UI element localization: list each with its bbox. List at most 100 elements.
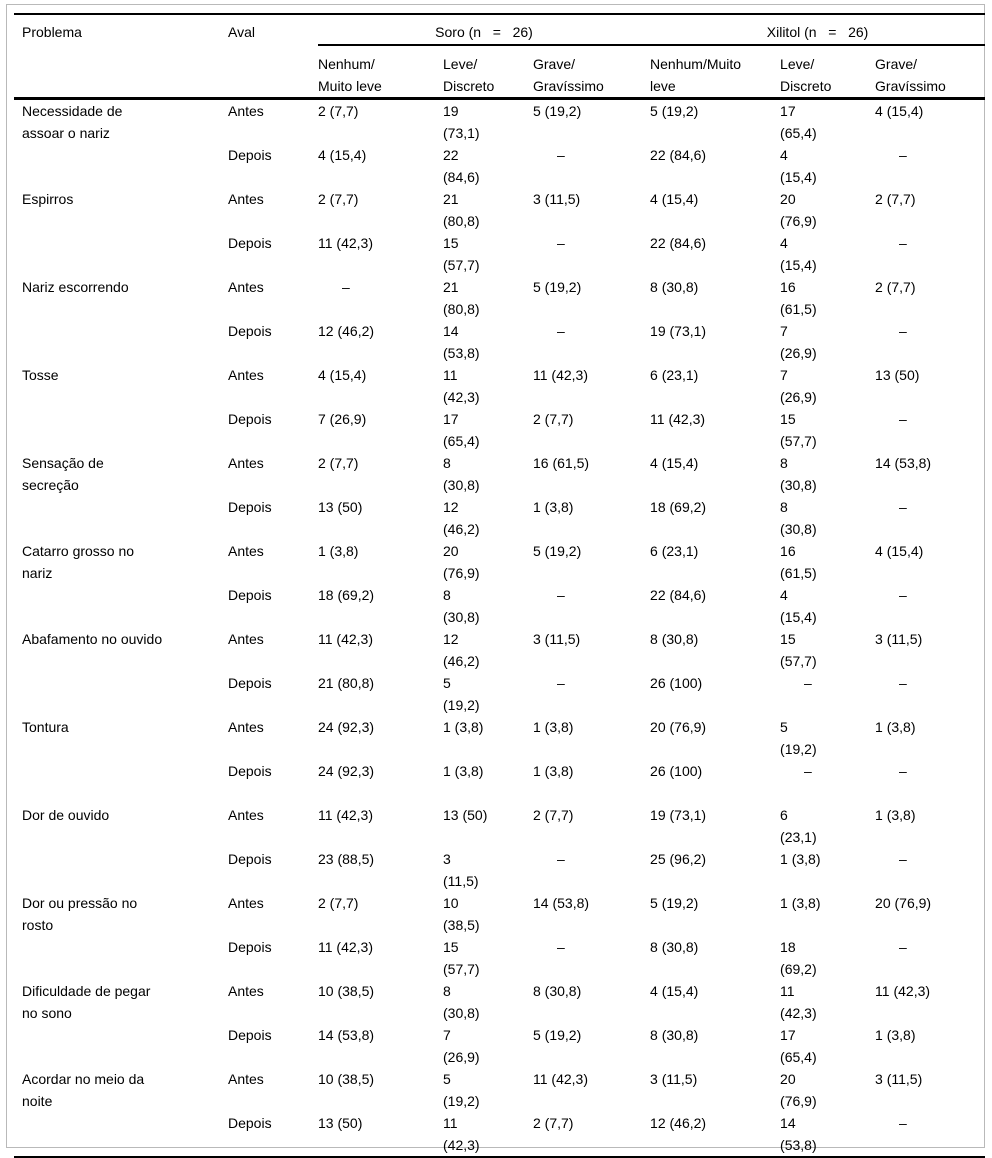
value-cell: – [899,411,907,427]
col-header-aval: Aval [228,24,255,40]
value-cell: 3 (11,5) [443,851,479,889]
problem-label: Sensação de secreção [22,455,104,493]
aval-label: Depois [228,323,272,339]
value-cell: 18 (69,2) [780,939,817,977]
value-cell: 2 (7,7) [318,191,359,207]
problem-label: Dificuldade de pegar no sono [22,983,151,1021]
value-cell: – [557,323,565,339]
table-row-depois: Depois 14 (53,8) 7 (26,9) 5 (19,2) 8 (30,8) 1… [14,1024,985,1068]
table-header: Problema Aval Soro (n = 26) Xilitol (n =… [14,14,986,99]
value-cell: 15 (57,7) [780,411,817,449]
value-cell: 11 (42,3) [318,939,373,955]
table-row-depois: Depois 24 (92,3) 1 (3,8) 1 (3,8) 26 (100) – – [14,760,985,804]
value-cell: 15 (57,7) [443,235,480,273]
value-cell: 8 (30,8) [533,983,582,999]
problem-label: Tontura [22,719,69,735]
value-cell: 26 (100) [650,763,703,779]
value-cell: 16 (61,5) [780,543,817,581]
subheader-col1: Nenhum/ Muito leve [318,56,382,94]
aval-label: Depois [228,1115,272,1131]
value-cell: 6 (23,1) [650,543,699,559]
value-cell: 11 (42,3) [318,235,373,251]
aval-label: Antes [228,1071,264,1087]
value-cell: 7 (26,9) [443,1027,480,1065]
value-cell: 2 (7,7) [533,1115,574,1131]
value-cell: – [899,763,907,779]
value-cell: 18 (69,2) [318,587,375,603]
value-cell: 22 (84,6) [650,147,707,163]
table-row-antes: Dor de ouvido Antes 11 (42,3) 13 (50) 2 (7,7… [14,804,985,848]
value-cell: 2 (7,7) [318,895,359,911]
value-cell: 5 (19,2) [443,675,480,713]
aval-label: Antes [228,191,264,207]
value-cell: 7 (26,9) [780,367,817,405]
aval-label: Depois [228,1027,272,1043]
value-cell: – [899,235,907,251]
value-cell: 20 (76,9) [780,1071,817,1109]
value-cell: 11 (42,3) [318,631,373,647]
value-cell: – [899,587,907,603]
value-cell: 12 (46,2) [318,323,375,339]
value-cell: 19 (73,1) [443,103,480,141]
value-cell: 5 (19,2) [650,895,699,911]
value-cell: 17 (65,4) [780,103,817,141]
value-cell: 7 (26,9) [780,323,817,361]
table-row-antes: Nariz escorrendo Antes – 21 (80,8) 5 (19,2) 8… [14,276,985,320]
aval-label: Antes [228,103,264,119]
value-cell: 14 (53,8) [318,1027,375,1043]
value-cell: 17 (65,4) [443,411,480,449]
value-cell: 2 (7,7) [318,455,359,471]
value-cell: 8 (30,8) [443,587,480,625]
value-cell: 13 (50) [318,499,363,515]
value-cell: – [557,939,565,955]
subheader-col2: Leve/ Discreto [443,56,495,94]
value-cell: 4 (15,4) [875,543,924,559]
value-cell: 17 (65,4) [780,1027,817,1065]
table-row-depois: Depois 12 (46,2) 14 (53,8) – 19 (73,1) 7 (26,… [14,320,985,364]
group-header-soro: Soro (n = 26) [318,14,651,46]
aval-label: Depois [228,939,272,955]
value-cell: – [804,675,812,691]
table-body: Necessidade de assoar o nariz Antes 2 (7,7… [14,99,985,1158]
value-cell: 18 (69,2) [650,499,707,515]
value-cell: 4 (15,4) [318,367,367,383]
value-cell: 2 (7,7) [533,807,574,823]
value-cell: 21 (80,8) [443,191,480,229]
problem-label: Abafamento no ouvido [22,631,163,647]
value-cell: 1 (3,8) [318,543,359,559]
symptoms-table: Problema Aval Soro (n = 26) Xilitol (n =… [14,13,986,1158]
problem-label: Tosse [22,367,59,383]
value-cell: 8 (30,8) [650,279,699,295]
value-cell: 21 (80,8) [443,279,480,317]
aval-label: Depois [228,411,272,427]
table-row-antes: Necessidade de assoar o nariz Antes 2 (7,7… [14,99,985,145]
aval-label: Depois [228,851,272,867]
value-cell: 6 (23,1) [650,367,699,383]
value-cell: 16 (61,5) [780,279,817,317]
value-cell: – [557,147,565,163]
value-cell: 13 (50) [875,367,920,383]
value-cell: 8 (30,8) [650,631,699,647]
value-cell: 23 (88,5) [318,851,375,867]
value-cell: 19 (73,1) [650,323,707,339]
value-cell: 1 (3,8) [780,895,821,911]
value-cell: 12 (46,2) [443,631,480,669]
value-cell: 20 (76,9) [443,543,480,581]
value-cell: 8 (30,8) [780,499,817,537]
table-row-antes: Espirros Antes 2 (7,7) 21 (80,8) 3 (11,5) 4 (… [14,188,985,232]
value-cell: 3 (11,5) [533,191,581,207]
value-cell: 8 (30,8) [443,455,480,493]
value-cell: 5 (19,2) [533,279,582,295]
table-row-depois: Depois 21 (80,8) 5 (19,2) – 26 (100) – – [14,672,985,716]
value-cell: – [804,763,812,779]
value-cell: 4 (15,4) [318,147,367,163]
value-cell: 4 (15,4) [875,103,924,119]
value-cell: – [557,235,565,251]
value-cell: 8 (30,8) [443,983,480,1021]
table-row-antes: Dor ou pressão no rosto Antes 2 (7,7) 10 (3… [14,892,985,936]
problem-label: Necessidade de assoar o nariz [22,103,123,141]
aval-label: Antes [228,279,264,295]
value-cell: 5 (19,2) [533,1027,582,1043]
aval-label: Depois [228,235,272,251]
